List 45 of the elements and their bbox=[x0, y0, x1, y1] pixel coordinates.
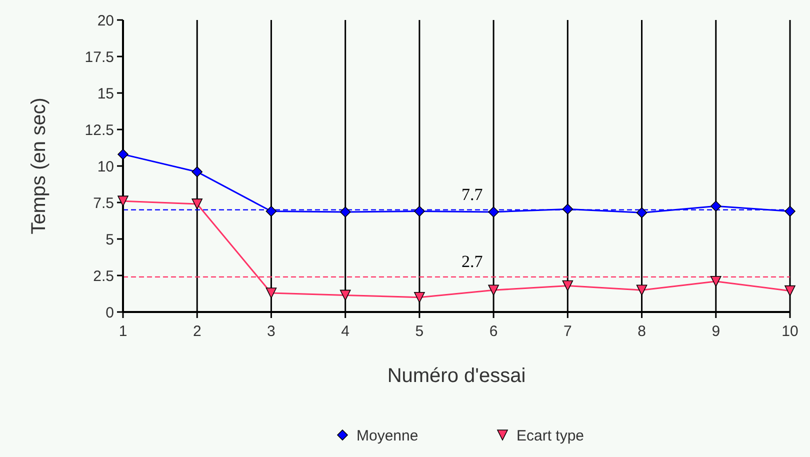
point bbox=[340, 206, 351, 218]
point bbox=[710, 200, 722, 212]
y-tick-label: 12.5 bbox=[84, 122, 114, 139]
point bbox=[784, 285, 796, 296]
x-axis-title: Numéro d'essai bbox=[387, 365, 526, 387]
point bbox=[784, 206, 796, 217]
annotation: 7.7 bbox=[462, 184, 484, 204]
y-axis-title: Temps (en sec) bbox=[28, 98, 50, 234]
y-tick-label: 7.5 bbox=[93, 194, 114, 212]
point bbox=[192, 166, 203, 178]
y-tick-label: 0 bbox=[106, 304, 114, 322]
x-tick-label: 9 bbox=[712, 323, 720, 340]
y-tick-label: 20 bbox=[97, 12, 114, 30]
point bbox=[266, 206, 277, 217]
point bbox=[118, 196, 128, 206]
point bbox=[710, 276, 722, 287]
point bbox=[118, 148, 128, 160]
y-tick-label: 10 bbox=[97, 158, 114, 176]
point bbox=[562, 280, 574, 292]
x-tick-label: 5 bbox=[415, 323, 424, 340]
point bbox=[488, 206, 499, 218]
y-tick-label: 15 bbox=[97, 85, 114, 102]
y-tick-label: 5 bbox=[106, 231, 114, 248]
x-tick-label: 1 bbox=[118, 323, 128, 340]
annotation: 2.7 bbox=[462, 252, 484, 271]
point bbox=[192, 198, 203, 210]
point bbox=[414, 292, 425, 303]
point bbox=[414, 206, 425, 217]
x-tick-label: 4 bbox=[341, 323, 350, 340]
legend-label: Ecart type bbox=[516, 427, 584, 444]
x-tick-label: 7 bbox=[563, 323, 572, 340]
point bbox=[340, 290, 351, 301]
x-tick-label: 10 bbox=[782, 323, 798, 340]
point bbox=[636, 284, 648, 296]
y-tick-label: 17.5 bbox=[84, 48, 114, 66]
legend-label: Moyenne bbox=[356, 427, 418, 444]
point bbox=[562, 204, 574, 214]
x-tick-label: 6 bbox=[489, 323, 498, 340]
point bbox=[266, 288, 277, 298]
x-tick-label: 3 bbox=[267, 323, 276, 340]
x-tick-label: 8 bbox=[638, 323, 646, 340]
y-tick-label: 2.5 bbox=[93, 268, 114, 285]
point bbox=[488, 284, 499, 296]
x-tick-label: 2 bbox=[192, 323, 202, 340]
point bbox=[636, 207, 648, 218]
